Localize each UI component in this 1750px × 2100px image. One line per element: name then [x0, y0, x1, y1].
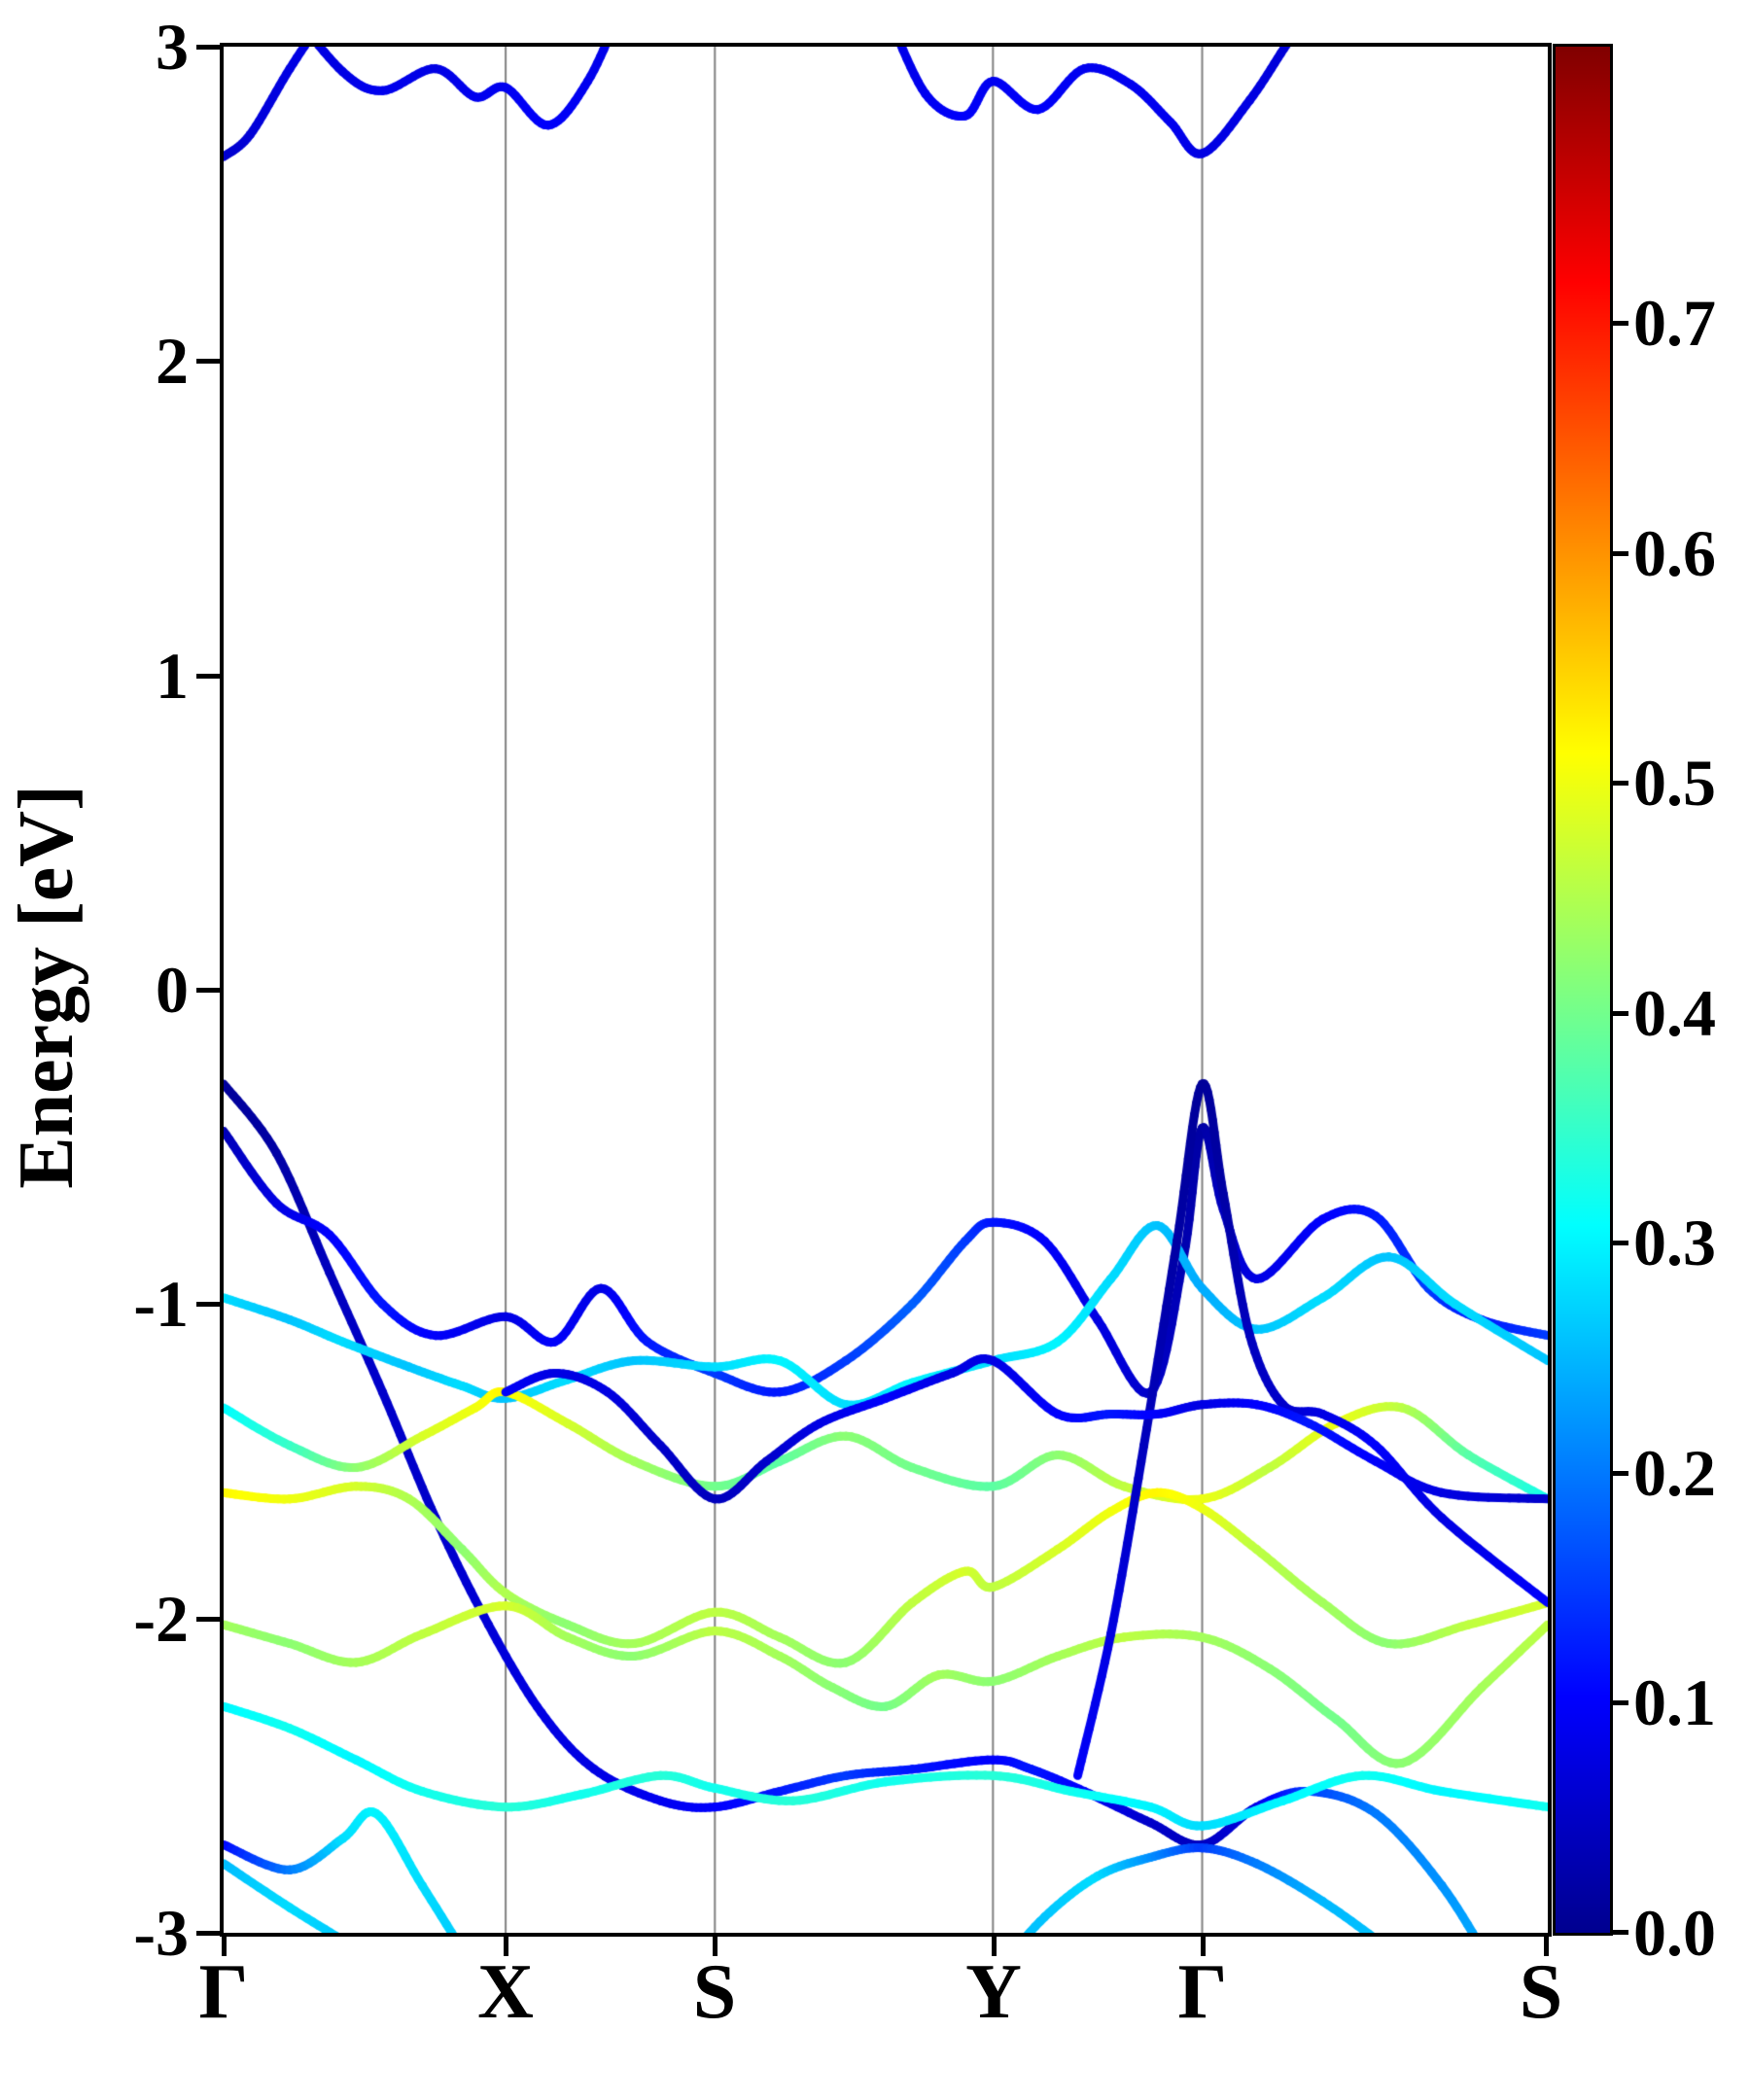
colorbar-tick-mark	[1613, 1700, 1628, 1705]
x-tick-mark	[222, 1937, 227, 1956]
x-tick-label-y: Y	[965, 1949, 1022, 2035]
colorbar-tick-label: 0.1	[1633, 1665, 1716, 1739]
colorbar-tick-label: 0.5	[1633, 746, 1716, 820]
colorbar-tick-mark	[1613, 781, 1628, 786]
colorbar-tick-label: 0.2	[1633, 1436, 1716, 1510]
y-tick-label: 3	[156, 10, 189, 84]
y-tick-label: 1	[156, 639, 189, 713]
colorbar-tick-label: 0.4	[1633, 976, 1716, 1050]
colorbar-tick-label: 0.6	[1633, 516, 1716, 590]
x-tick-label-gamma: Γ	[198, 1949, 249, 2035]
x-tick-mark	[1544, 1937, 1549, 1956]
x-tick-mark	[992, 1937, 997, 1956]
y-tick-mark	[196, 359, 220, 364]
y-tick-mark	[196, 1617, 220, 1622]
x-tick-label-s2: S	[1519, 1949, 1563, 2035]
colorbar-tick-mark	[1613, 1471, 1628, 1476]
x-tick-mark	[1201, 1937, 1206, 1956]
colorbar-tick-label: 0.7	[1633, 286, 1716, 360]
colorbar-tick-mark	[1613, 551, 1628, 556]
colorbar	[1553, 44, 1613, 1936]
y-tick-mark	[196, 674, 220, 679]
y-tick-label: -3	[133, 1896, 189, 1970]
colorbar-tick-label: 0.0	[1633, 1896, 1716, 1970]
x-tick-mark	[504, 1937, 508, 1956]
y-tick-label: -1	[133, 1267, 189, 1341]
colorbar-gradient	[1556, 47, 1610, 1933]
x-tick-mark	[713, 1937, 718, 1956]
y-tick-mark	[196, 1302, 220, 1307]
band-structure-canvas	[224, 47, 1548, 1933]
y-tick-label: -2	[133, 1582, 189, 1656]
colorbar-tick-mark	[1613, 321, 1628, 326]
y-tick-label: 0	[156, 953, 189, 1027]
colorbar-tick-mark	[1613, 1011, 1628, 1016]
x-tick-label-gamma2: Γ	[1177, 1949, 1228, 2035]
y-tick-mark	[196, 45, 220, 50]
colorbar-tick-mark	[1613, 1930, 1628, 1935]
colorbar-tick-label: 0.3	[1633, 1206, 1716, 1279]
y-tick-mark	[196, 988, 220, 993]
y-tick-mark	[196, 1931, 220, 1936]
y-tick-label: 2	[156, 324, 189, 398]
x-tick-label-s: S	[692, 1949, 737, 2035]
colorbar-tick-mark	[1613, 1241, 1628, 1245]
x-tick-label-x: X	[477, 1949, 534, 2035]
